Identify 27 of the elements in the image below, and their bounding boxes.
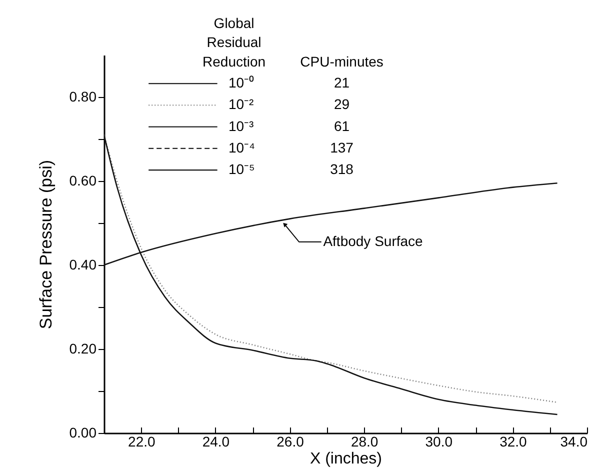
x-tick-label: 24.0: [202, 434, 230, 450]
annotation: Aftbody Surface: [323, 232, 424, 249]
x-tick-label: 30.0: [425, 434, 453, 450]
y-tick-label: 0.20: [69, 340, 97, 356]
y-tick-label: 0.80: [69, 88, 97, 104]
x-axis-title: X (inches): [310, 450, 382, 468]
annotation: 61: [334, 118, 350, 134]
legend-label: 10⁻²: [228, 96, 254, 112]
y-axis-title: Surface Pressure (psi): [36, 160, 56, 330]
y-tick-label: 0.40: [69, 256, 97, 272]
annotation: 318: [330, 161, 354, 178]
x-tick-label: 26.0: [276, 434, 304, 450]
legend-label: 10⁻⁴: [228, 139, 256, 156]
x-tick-label: 22.0: [128, 434, 156, 450]
legend-label: 10⁻³: [228, 118, 254, 134]
y-tick-label: 0.60: [69, 172, 97, 188]
legend-label: 10⁻⁵: [228, 161, 255, 178]
legend-label: 10⁻⁰: [228, 74, 254, 91]
y-tick-label: 0.00: [69, 424, 97, 440]
annotation: CPU-minutes: [300, 54, 384, 70]
annotation: 137: [330, 139, 354, 156]
legend-title: Global Residual Reduction: [202, 14, 266, 70]
x-tick-label: 32.0: [500, 434, 528, 450]
annotation: 21: [334, 74, 350, 91]
annotation: 29: [334, 96, 350, 112]
x-tick-label: 34.0: [560, 434, 588, 450]
x-tick-label: 28.0: [350, 434, 378, 450]
